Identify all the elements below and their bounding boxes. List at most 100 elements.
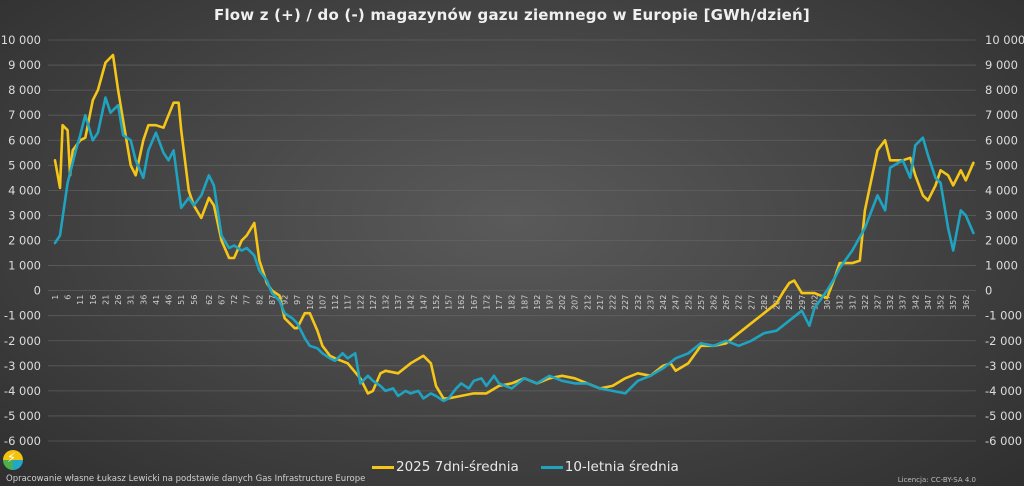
legend-swatch-yellow <box>372 465 394 469</box>
x-tick-label: 167 <box>470 295 479 310</box>
author-logo-icon <box>3 450 23 470</box>
x-tick-label: 192 <box>533 295 542 310</box>
y-tick-label-right: 7 000 <box>985 108 1018 122</box>
gridlines <box>48 39 976 442</box>
y-tick-label-right: 6 000 <box>985 133 1018 147</box>
y-tick-label-left: 2 000 <box>8 234 41 248</box>
x-tick-label: 272 <box>735 295 744 310</box>
legend-label: 2025 7dni-średnia <box>396 459 519 475</box>
y-tick-label-left: -3 000 <box>4 359 41 373</box>
y-tick-label-left: 7 000 <box>8 108 41 122</box>
source-credit: Opracowanie własne Łukasz Lewicki na pod… <box>6 474 366 484</box>
x-tick-label: 122 <box>356 295 365 310</box>
x-tick-label: 212 <box>583 295 592 310</box>
y-tick-label-left: 1 000 <box>8 259 41 273</box>
y-axis-right: 10 000 9 000 8 000 7 000 6 000 5 000 4 000 3 00… <box>985 33 1024 448</box>
x-tick-label: 46 <box>165 295 174 305</box>
x-tick-label: 282 <box>760 295 769 310</box>
y-tick-label-right: 10 000 <box>985 33 1024 47</box>
legend-item-2025: 2025 7dni-średnia <box>372 459 519 475</box>
x-tick-label: 332 <box>886 295 895 310</box>
series-lines <box>53 53 975 403</box>
y-tick-label-right: 5 000 <box>985 158 1018 172</box>
y-tick-label-right: -1 000 <box>985 309 1022 323</box>
y-tick-label-left: -2 000 <box>4 334 41 348</box>
x-axis: 1 6 11 16 21 26 31 36 41 46 51 56 62 67 72 77 82 87 92 97 10… <box>51 295 971 310</box>
y-tick-label-left: -5 000 <box>4 409 41 423</box>
x-tick-label: 232 <box>634 295 643 310</box>
chart-title: Flow z (+) / do (-) magazynów gazu ziemn… <box>214 6 810 24</box>
y-tick-label-right: -3 000 <box>985 359 1022 373</box>
x-tick-label: 247 <box>672 295 681 310</box>
x-tick-label: 307 <box>823 295 832 310</box>
y-tick-label-right: -6 000 <box>985 434 1022 448</box>
y-tick-label-left: 10 000 <box>1 33 41 47</box>
x-tick-label: 172 <box>482 295 491 310</box>
x-tick-label: 62 <box>205 295 214 305</box>
license-text: Licencja: CC-BY-SA 4.0 <box>897 476 976 484</box>
y-tick-label-left: 6 000 <box>8 133 41 147</box>
x-tick-label: 72 <box>230 295 239 305</box>
x-tick-label: 257 <box>697 295 706 310</box>
x-tick-label: 147 <box>419 295 428 310</box>
x-tick-label: 41 <box>152 295 161 305</box>
x-tick-label: 337 <box>899 295 908 310</box>
y-tick-label-right: 1 000 <box>985 259 1018 273</box>
legend-item-10y: 10-letnia średnia <box>540 459 679 475</box>
x-tick-label: 362 <box>962 295 971 310</box>
legend-swatch-blue <box>540 465 563 469</box>
x-tick-label: 302 <box>810 295 819 310</box>
series-line-10y-avg <box>53 96 975 403</box>
y-tick-label-right: 4 000 <box>985 183 1018 197</box>
x-tick-label: 297 <box>798 295 807 310</box>
y-tick-label-left: 8 000 <box>8 83 41 97</box>
y-tick-label-left: 4 000 <box>8 183 41 197</box>
x-tick-label: 277 <box>747 295 756 310</box>
legend-label: 10-letnia średnia <box>564 459 679 475</box>
y-tick-label-right: 9 000 <box>985 58 1018 72</box>
x-tick-label: 242 <box>659 295 668 310</box>
x-tick-label: 237 <box>646 295 655 310</box>
x-tick-label: 197 <box>546 295 555 310</box>
x-tick-label: 31 <box>127 295 136 305</box>
x-tick-label: 357 <box>949 295 958 310</box>
y-tick-label-left: -4 000 <box>4 384 41 398</box>
x-tick-label: 21 <box>101 295 110 305</box>
x-tick-label: 6 <box>64 295 73 300</box>
x-tick-label: 11 <box>76 295 85 305</box>
x-tick-label: 342 <box>911 295 920 310</box>
x-tick-label: 117 <box>344 295 353 310</box>
y-tick-label-right: 8 000 <box>985 83 1018 97</box>
y-tick-label-left: 9 000 <box>8 58 41 72</box>
x-tick-label: 182 <box>508 295 517 310</box>
x-tick-label: 77 <box>243 295 252 305</box>
x-tick-label: 137 <box>394 295 403 310</box>
x-tick-label: 107 <box>318 295 327 310</box>
x-tick-label: 352 <box>937 295 946 310</box>
y-tick-label-left: -1 000 <box>4 309 41 323</box>
x-tick-label: 36 <box>139 295 148 305</box>
x-tick-label: 252 <box>684 295 693 310</box>
x-tick-label: 202 <box>558 295 567 310</box>
x-tick-label: 82 <box>255 295 264 305</box>
x-tick-label: 187 <box>520 295 529 310</box>
y-tick-label-left: 5 000 <box>8 158 41 172</box>
series-line-2025 <box>53 53 975 400</box>
x-tick-label: 92 <box>281 295 290 305</box>
y-tick-label-left: 3 000 <box>8 208 41 222</box>
x-tick-label: 207 <box>571 295 580 310</box>
x-tick-label: 327 <box>873 295 882 310</box>
x-tick-label: 217 <box>596 295 605 310</box>
x-tick-label: 112 <box>331 295 340 310</box>
y-tick-label-right: -5 000 <box>985 409 1022 423</box>
x-tick-label: 127 <box>369 295 378 310</box>
x-tick-label: 16 <box>89 295 98 305</box>
x-tick-label: 132 <box>382 295 391 310</box>
x-tick-label: 97 <box>293 295 302 305</box>
x-tick-label: 87 <box>268 295 277 305</box>
y-axis-left: 10 000 9 000 8 000 7 000 6 000 5 000 4 000 3 00… <box>1 33 41 448</box>
y-tick-label-right: -2 000 <box>985 334 1022 348</box>
y-tick-label-right: 3 000 <box>985 208 1018 222</box>
